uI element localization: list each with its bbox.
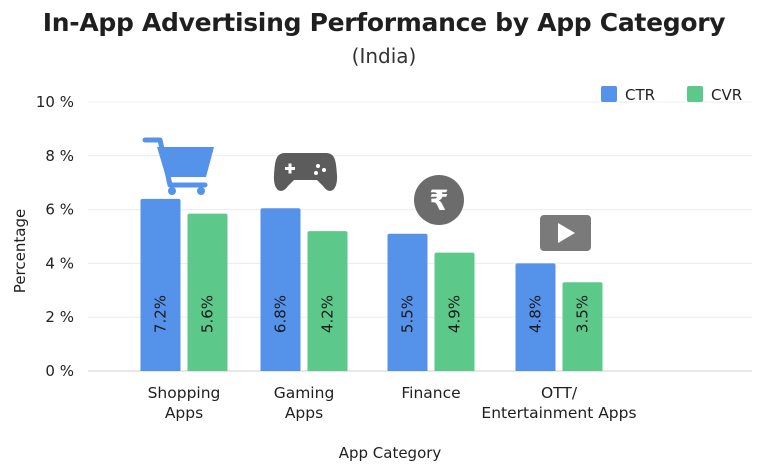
value-label-cvr: 5.6% <box>199 295 217 333</box>
bar-ctr <box>140 198 181 371</box>
chart-title: In-App Advertising Performance by App Ca… <box>42 8 726 37</box>
chart-subtitle: (India) <box>351 44 417 68</box>
rupee-icon: ₹ <box>414 175 464 225</box>
legend-label-ctr: CTR <box>625 86 655 104</box>
svg-text:₹: ₹ <box>429 184 448 217</box>
shopping-cart-icon <box>142 137 214 195</box>
bar-ctr <box>515 263 556 371</box>
value-label-ctr: 6.8% <box>272 295 290 333</box>
y-tick-label: 10 % <box>36 93 74 111</box>
value-label-cvr: 3.5% <box>574 295 592 333</box>
value-label-ctr: 7.2% <box>152 295 170 333</box>
legend-swatch-cvr <box>687 86 703 102</box>
bars <box>140 198 603 371</box>
x-tick-label: Gaming Apps <box>274 384 335 422</box>
bar-ctr <box>387 233 428 371</box>
bar-cvr <box>187 213 228 371</box>
y-tick-label: 2 % <box>45 308 74 326</box>
legend-label-cvr: CVR <box>711 86 742 104</box>
x-tick-label: OTT/Entertainment Apps <box>481 384 636 422</box>
value-label-cvr: 4.2% <box>319 295 337 333</box>
x-axis-categories: Shopping Apps Gaming Apps Finance OTT/Enterta… <box>148 384 637 422</box>
legend-swatch-ctr <box>601 86 617 102</box>
y-axis-ticks: 0 % 2 % 4 % 6 % 8 % 10 % <box>36 93 74 380</box>
value-label-cvr: 4.9% <box>446 295 464 333</box>
bar-cvr <box>307 231 348 371</box>
value-label-ctr: 4.8% <box>527 295 545 333</box>
y-tick-label: 6 % <box>45 201 74 219</box>
category-icons: ₹ <box>142 137 591 251</box>
gamepad-icon <box>273 153 338 191</box>
legend-item-ctr: CTR <box>601 86 655 104</box>
bar-ctr <box>260 208 301 371</box>
play-icon <box>540 215 591 251</box>
y-tick-label: 8 % <box>45 147 74 165</box>
x-axis-title: App Category <box>339 444 442 462</box>
x-tick-label: Shopping Apps <box>148 384 221 422</box>
bar-cvr <box>562 282 603 371</box>
legend: CTR CVR <box>601 86 742 104</box>
legend-item-cvr: CVR <box>687 86 742 104</box>
value-label-ctr: 5.5% <box>399 295 417 333</box>
value-labels: 7.2% 6.8% 5.5% 4.8% 5.6% 4.2% 4.9% 3.5% <box>152 295 592 333</box>
x-tick-label: Finance <box>401 384 460 402</box>
y-tick-label: 0 % <box>45 362 74 380</box>
y-tick-label: 4 % <box>45 254 74 272</box>
bar-cvr <box>434 252 475 371</box>
y-axis-title: Percentage <box>11 209 29 293</box>
